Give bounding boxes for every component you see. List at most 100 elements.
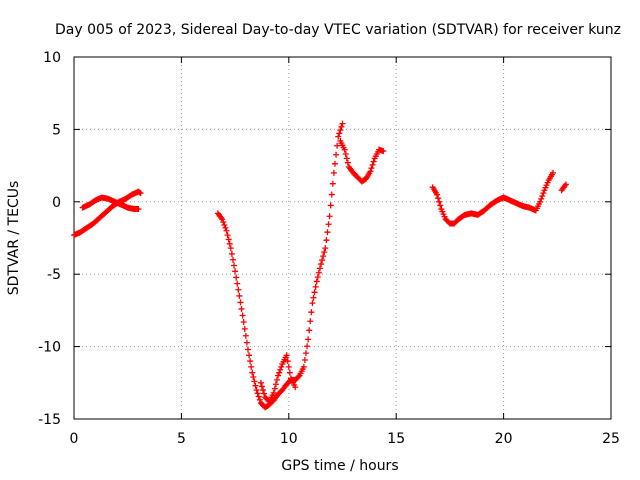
- data-point: [285, 363, 292, 370]
- data-point: [434, 191, 441, 198]
- x-axis-label: GPS time / hours: [281, 458, 398, 474]
- data-point: [333, 151, 340, 158]
- data-point: [239, 312, 246, 319]
- x-tick-label: 0: [70, 431, 79, 447]
- data-point: [367, 168, 374, 175]
- data-point: [309, 300, 316, 307]
- data-point: [260, 387, 267, 394]
- data-point: [224, 232, 231, 239]
- data-point: [234, 280, 241, 287]
- data-point: [313, 278, 320, 285]
- data-point: [370, 158, 377, 165]
- data-point: [320, 253, 327, 260]
- data-point: [369, 161, 376, 168]
- data-point: [270, 389, 277, 396]
- data-point: [328, 191, 335, 198]
- data-point: [380, 148, 387, 155]
- data-point: [243, 339, 250, 346]
- data-point: [244, 346, 251, 353]
- x-tick-label: 25: [602, 431, 620, 447]
- data-point: [254, 390, 261, 397]
- data-point: [314, 274, 321, 281]
- y-tick-label: -5: [47, 267, 61, 283]
- data-point: [137, 190, 144, 197]
- data-point: [220, 219, 227, 226]
- data-point: [368, 165, 375, 172]
- data-point: [537, 198, 544, 205]
- data-point: [256, 396, 263, 403]
- data-point: [275, 372, 282, 379]
- data-point: [322, 245, 329, 252]
- data-point: [283, 352, 290, 359]
- data-point: [278, 363, 285, 370]
- x-tick-label: 20: [495, 431, 513, 447]
- data-point: [272, 381, 279, 388]
- data-point: [324, 229, 331, 236]
- data-point: [321, 249, 328, 256]
- data-point: [219, 216, 226, 223]
- x-tick-label: 15: [387, 431, 405, 447]
- data-point: [318, 261, 325, 268]
- data-point: [292, 384, 299, 391]
- plot-frame: [73, 56, 612, 420]
- data-point: [246, 352, 253, 359]
- data-point: [258, 383, 265, 390]
- data-point: [562, 181, 569, 188]
- data-point: [338, 123, 345, 130]
- data-point: [286, 369, 293, 376]
- data-point: [231, 262, 238, 269]
- data-point: [316, 265, 323, 272]
- data-point: [251, 378, 258, 385]
- data-point: [326, 213, 333, 220]
- data-point: [539, 193, 546, 200]
- data-point: [238, 305, 245, 312]
- data-point: [232, 268, 239, 275]
- data-point: [228, 250, 235, 257]
- data-point: [277, 366, 284, 373]
- data-point: [135, 206, 142, 213]
- data-point: [253, 387, 260, 394]
- data-point: [235, 286, 242, 293]
- data-point: [312, 283, 319, 290]
- data-point: [248, 363, 255, 370]
- x-tick-label: 10: [280, 431, 298, 447]
- data-point: [436, 198, 443, 205]
- data-point: [335, 133, 342, 140]
- data-point: [304, 343, 311, 350]
- data-point: [437, 202, 444, 209]
- data-point: [257, 379, 264, 386]
- data-marks: [71, 120, 569, 411]
- data-point: [306, 327, 313, 334]
- data-point: [325, 221, 332, 228]
- data-point: [233, 274, 240, 281]
- data-point: [249, 369, 256, 376]
- data-point: [327, 202, 334, 209]
- data-point: [255, 393, 262, 400]
- data-point: [250, 374, 257, 381]
- data-point: [273, 376, 280, 383]
- data-point: [538, 195, 545, 202]
- data-point: [305, 336, 312, 343]
- data-point: [339, 120, 346, 127]
- data-point: [323, 237, 330, 244]
- data-point: [227, 245, 234, 252]
- y-tick-label: -15: [38, 412, 61, 428]
- data-point: [344, 159, 351, 166]
- data-point: [550, 169, 557, 176]
- data-point: [252, 382, 259, 389]
- data-point: [341, 146, 348, 153]
- y-tick-label: 5: [52, 122, 61, 138]
- data-point: [311, 289, 318, 296]
- data-point: [237, 299, 244, 306]
- data-point: [295, 373, 302, 380]
- data-point: [302, 350, 309, 357]
- data-point: [229, 256, 236, 263]
- data-point: [342, 151, 349, 158]
- chart-title: Day 005 of 2023, Sidereal Day-to-day VTE…: [55, 22, 621, 38]
- data-point: [336, 130, 343, 137]
- data-point: [247, 358, 254, 365]
- data-point: [435, 195, 442, 202]
- data-point: [310, 294, 317, 301]
- data-point: [221, 221, 228, 228]
